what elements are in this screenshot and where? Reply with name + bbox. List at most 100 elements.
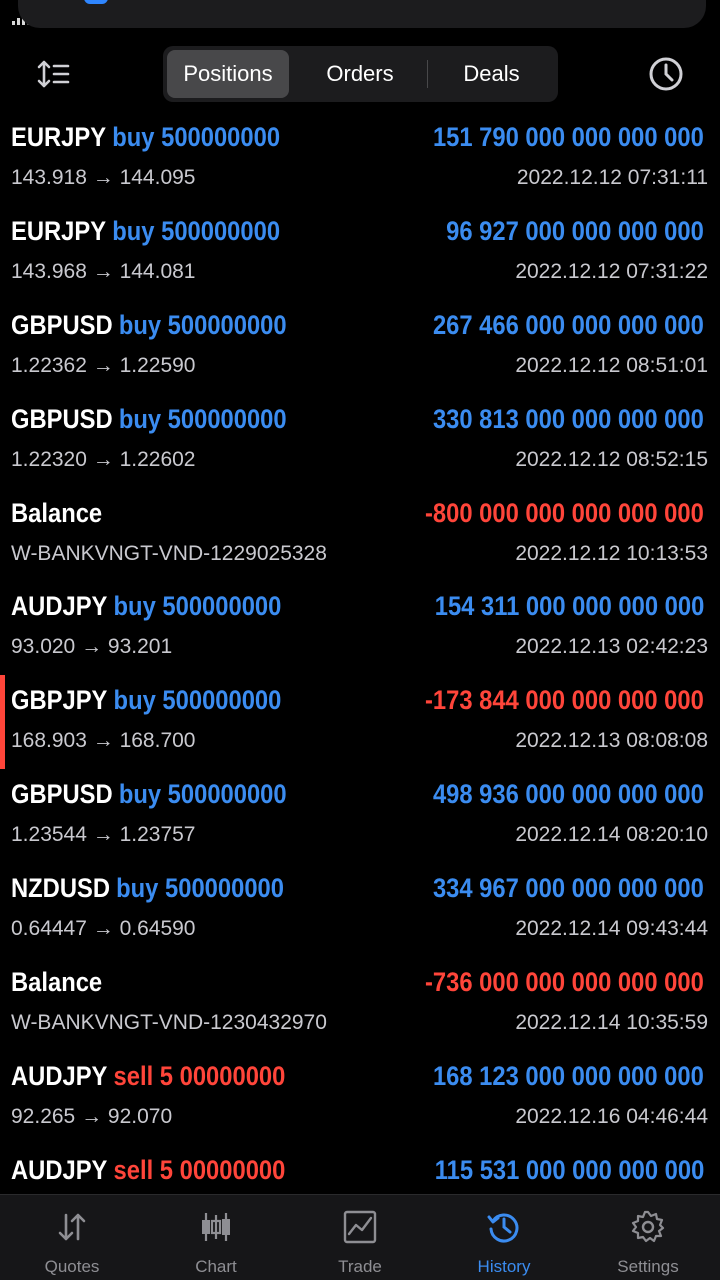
tab-label: Settings — [617, 1257, 679, 1276]
deal-side: sell 5 00000000 — [114, 1155, 286, 1185]
deal-time: 2022.12.14 09:43:44 — [515, 917, 708, 941]
deal-time: 2022.12.13 08:08:08 — [515, 729, 708, 753]
deal-time: 2022.12.12 08:51:01 — [515, 353, 708, 377]
deal-title: NZDUSD buy 500000000 — [11, 873, 284, 904]
tab-label: Trade — [338, 1257, 382, 1276]
deal-direction: buy — [118, 403, 162, 434]
deal-prices: 143.918 → 144.095 — [11, 166, 196, 189]
deal-direction: buy — [113, 591, 156, 622]
deal-title: GBPUSD buy 500000000 — [11, 779, 287, 810]
deal-row[interactable]: AUDJPY sell 5 00000000 115 531 000 000 000… — [0, 1145, 720, 1194]
deal-row[interactable]: GBPUSD buy 500000000 1.23544 → 1.23757 498 … — [0, 769, 720, 863]
deal-profit: -173 844 000 000 000 000 — [425, 685, 704, 716]
deal-side: buy 500000000 — [112, 122, 280, 152]
deal-row[interactable]: GBPUSD buy 500000000 1.22362 → 1.22590 267 … — [0, 300, 720, 394]
deal-volume: 500000000 — [167, 403, 287, 434]
tab-settings[interactable]: Settings — [576, 1195, 720, 1280]
deal-profit: 96 927 000 000 000 000 — [446, 215, 704, 246]
deal-row[interactable]: AUDJPY sell 5 00000000 92.265 → 92.070 168 … — [0, 1051, 720, 1145]
balance-comment: W-BANKVNGT-VND-1230432970 — [11, 1011, 327, 1035]
deal-volume: 500000000 — [161, 122, 281, 152]
deal-profit: 334 967 000 000 000 000 — [433, 873, 704, 904]
deal-title: EURJPY buy 500000000 — [11, 122, 280, 153]
deal-row[interactable]: GBPJPY buy 500000000 168.903 → 168.700 -173… — [0, 675, 720, 770]
top-bar: Positions Orders Deals — [0, 44, 720, 104]
deal-row[interactable]: Balance W-BANKVNGT-VND-1230432970 -736 000… — [0, 957, 720, 1051]
tab-trade[interactable]: Trade — [288, 1195, 432, 1280]
balance-comment: W-BANKVNGT-VND-1229025328 — [11, 541, 327, 565]
deal-profit: -736 000 000 000 000 000 — [425, 967, 704, 998]
deal-row[interactable]: NZDUSD buy 500000000 0.64447 → 0.64590 334 … — [0, 863, 720, 957]
app-icon — [84, 0, 108, 4]
deal-time: 2022.12.13 02:42:23 — [515, 635, 708, 659]
deal-symbol: NZDUSD — [11, 873, 110, 904]
tab-orders[interactable]: Orders — [326, 61, 394, 86]
deal-row[interactable]: EURJPY buy 500000000 143.918 → 144.095 151 … — [0, 112, 720, 206]
history-icon — [487, 1213, 519, 1243]
deal-row[interactable]: Balance W-BANKVNGT-VND-1229025328 -800 000… — [0, 488, 720, 582]
tab-deals[interactable]: Deals — [463, 61, 520, 86]
deal-title: AUDJPY sell 5 00000000 — [11, 1155, 285, 1186]
deal-profit: 498 936 000 000 000 000 — [433, 779, 704, 810]
deal-direction: buy — [118, 309, 162, 340]
deal-symbol: GBPJPY — [11, 685, 108, 716]
deal-prices: 143.968 → 144.081 — [11, 259, 196, 283]
gear-icon — [631, 1210, 665, 1243]
tab-positions[interactable]: Positions — [167, 50, 289, 98]
deal-profit: 115 531 000 000 000 000 — [434, 1154, 704, 1185]
deal-title: GBPUSD buy 500000000 — [11, 310, 287, 341]
deal-title: AUDJPY sell 5 00000000 — [11, 1061, 285, 1092]
deal-title: AUDJPY buy 500000000 — [11, 591, 281, 622]
trade-chart-icon — [343, 1210, 377, 1244]
deal-volume: 500000000 — [162, 685, 282, 716]
tab-label: Chart — [195, 1257, 237, 1276]
tab-quotes[interactable]: Quotes — [0, 1195, 144, 1280]
tab-label: History — [477, 1257, 531, 1276]
deal-time: 2022.12.14 08:20:10 — [515, 823, 708, 847]
deal-row[interactable]: GBPUSD buy 500000000 1.22320 → 1.22602 330 … — [0, 394, 720, 488]
deal-time: 2022.12.14 10:35:59 — [515, 1011, 708, 1035]
deal-title: GBPUSD buy 500000000 — [11, 404, 287, 435]
deal-side: buy 500000000 — [116, 873, 284, 903]
deal-profit: -800 000 000 000 000 000 — [425, 497, 704, 528]
deals-list: EURJPY buy 500000000 143.918 → 144.095 151 … — [0, 112, 720, 1194]
deal-profit: 168 123 000 000 000 000 — [433, 1060, 704, 1091]
deal-side: buy 500000000 — [112, 216, 280, 246]
deal-row[interactable]: AUDJPY buy 500000000 93.020 → 93.201 154 31… — [0, 581, 720, 675]
deal-volume: 500000000 — [161, 215, 281, 246]
tab-history[interactable]: History — [432, 1195, 576, 1280]
deal-time: 2022.12.12 10:13:53 — [515, 541, 708, 565]
sort-icon[interactable] — [36, 56, 72, 92]
quotes-arrows-icon — [58, 1213, 86, 1241]
deal-profit: 267 466 000 000 000 000 — [433, 309, 704, 340]
history-clock-icon[interactable] — [646, 54, 686, 94]
deal-symbol: AUDJPY — [11, 1154, 108, 1185]
deal-direction: sell — [113, 1060, 154, 1091]
bottom-tab-bar: Quotes Chart Trade History Settings — [0, 1194, 720, 1280]
segment-divider — [427, 60, 428, 88]
deal-title: EURJPY buy 500000000 — [11, 216, 280, 247]
deal-symbol: EURJPY — [11, 122, 107, 152]
deal-time: 2022.12.12 08:52:15 — [515, 447, 708, 471]
deal-direction: buy — [112, 215, 155, 246]
deal-volume: 5 00000000 — [159, 1060, 286, 1091]
deal-prices: 0.64447 → 0.64590 — [11, 917, 196, 941]
deal-prices: 1.23544 → 1.23757 — [11, 823, 196, 847]
deal-side: sell 5 00000000 — [114, 1061, 286, 1091]
deal-title: GBPJPY buy 500000000 — [11, 685, 281, 716]
deal-symbol: GBPUSD — [11, 779, 113, 810]
deal-prices: 93.020 → 93.201 — [11, 635, 173, 659]
deal-row[interactable]: EURJPY buy 500000000 143.968 → 144.081 96 9… — [0, 206, 720, 300]
deal-symbol: GBPUSD — [11, 403, 113, 434]
deal-volume: 500000000 — [167, 779, 287, 810]
tab-chart[interactable]: Chart — [144, 1195, 288, 1280]
deal-volume: 500000000 — [167, 309, 287, 340]
deal-direction: sell — [113, 1154, 154, 1185]
deal-profit: 151 790 000 000 000 000 — [433, 122, 704, 152]
deal-side: buy 500000000 — [114, 591, 282, 621]
deal-symbol: AUDJPY — [11, 1060, 108, 1091]
notification-banner[interactable] — [18, 0, 706, 28]
deal-prices: 1.22320 → 1.22602 — [11, 447, 196, 471]
deal-time: 2022.12.12 07:31:22 — [515, 259, 708, 283]
deal-side: buy 500000000 — [119, 310, 287, 340]
